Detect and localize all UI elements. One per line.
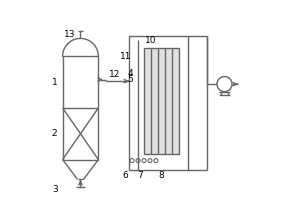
Text: 1: 1 xyxy=(52,78,58,87)
Bar xyxy=(63,56,98,160)
Text: 3: 3 xyxy=(52,185,58,194)
Text: 13: 13 xyxy=(64,30,75,39)
Text: 10: 10 xyxy=(145,36,157,45)
Text: 12: 12 xyxy=(109,70,120,79)
Text: 2: 2 xyxy=(52,129,58,138)
Text: 5: 5 xyxy=(127,75,133,84)
Bar xyxy=(144,48,179,154)
Text: 11: 11 xyxy=(120,52,132,61)
Text: 6: 6 xyxy=(122,171,128,180)
Text: 7: 7 xyxy=(137,171,143,180)
Bar xyxy=(129,36,188,170)
Text: 4: 4 xyxy=(127,69,133,78)
Text: 8: 8 xyxy=(158,171,164,180)
